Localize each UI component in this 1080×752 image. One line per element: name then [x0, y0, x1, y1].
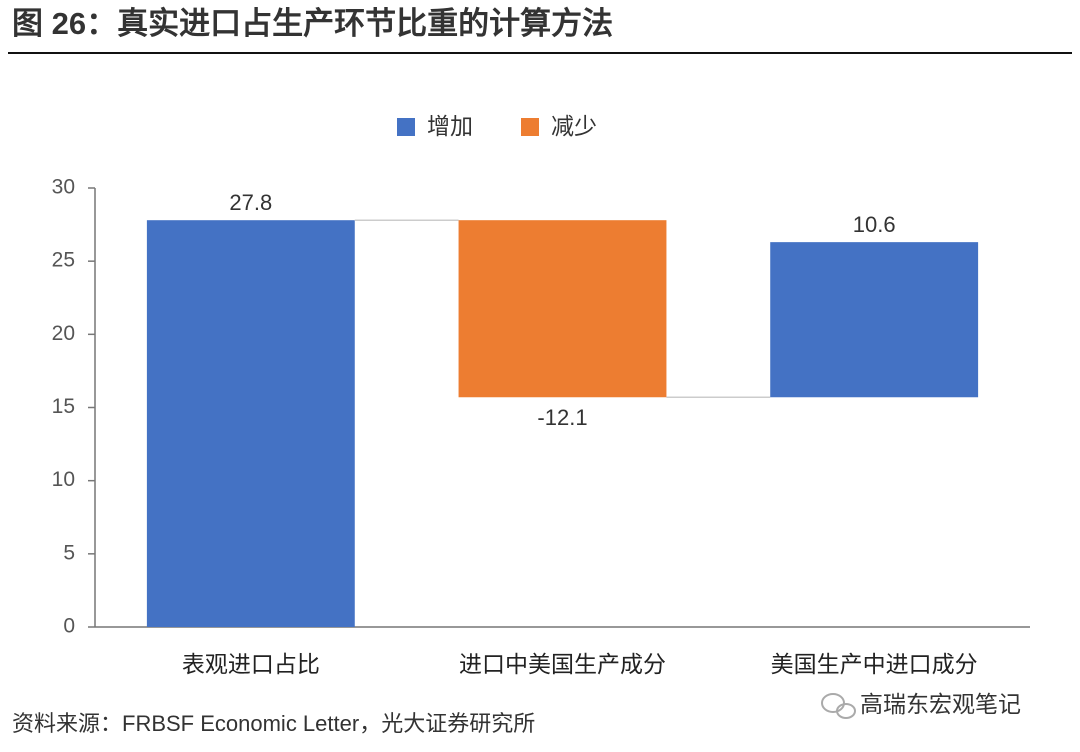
- x-tick-label: 进口中美国生产成分: [459, 651, 666, 677]
- bar: [146, 220, 355, 627]
- x-tick-label: 表观进口占比: [182, 651, 320, 677]
- watermark: 高瑞东宏观笔记: [860, 691, 1021, 717]
- source-note: 资料来源：FRBSF Economic Letter，光大证券研究所: [12, 711, 535, 736]
- value-label: 10.6: [853, 212, 896, 237]
- value-label: -12.1: [537, 405, 587, 430]
- y-tick-label: 15: [52, 395, 75, 418]
- x-tick-label: 美国生产中进口成分: [771, 651, 978, 677]
- chart-title: 图 26：真实进口占生产环节比重的计算方法: [12, 6, 613, 41]
- value-label: 27.8: [229, 190, 272, 215]
- y-tick-label: 20: [52, 322, 75, 345]
- legend-swatch: [521, 118, 539, 136]
- y-tick-label: 25: [52, 249, 75, 272]
- legend-swatch: [397, 118, 415, 136]
- y-tick-label: 0: [63, 615, 75, 638]
- bar: [770, 242, 979, 398]
- bar: [458, 220, 667, 398]
- legend-label: 减少: [551, 113, 597, 139]
- y-tick-label: 30: [52, 176, 75, 199]
- legend-label: 增加: [427, 113, 473, 139]
- y-tick-label: 10: [52, 468, 75, 491]
- watermark-icon: [821, 693, 856, 719]
- y-tick-label: 5: [63, 541, 75, 564]
